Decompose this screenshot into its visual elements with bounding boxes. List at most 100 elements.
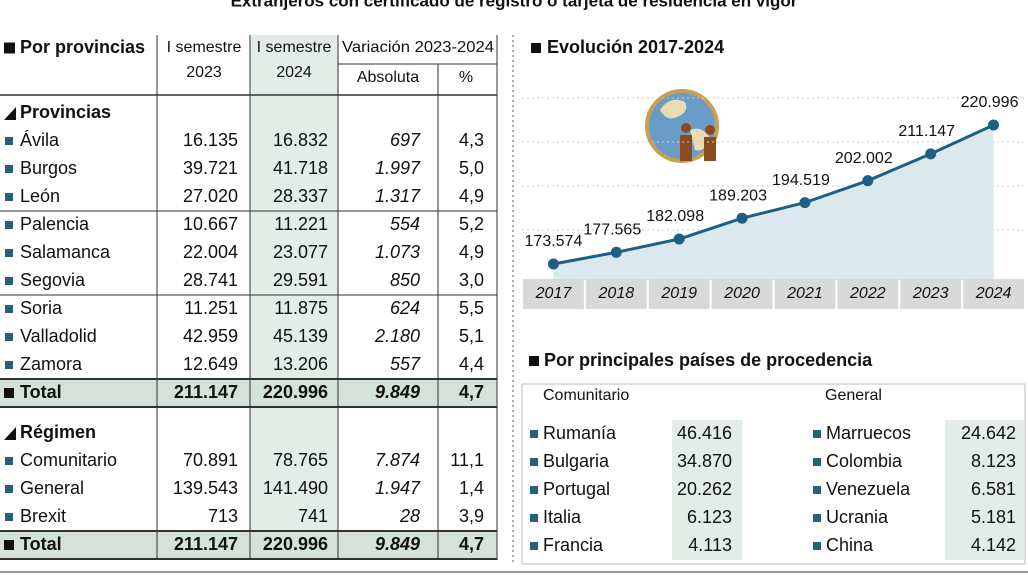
- bullet: [530, 542, 538, 550]
- column-header: 2023: [186, 64, 222, 81]
- column-header: I semestre: [167, 39, 242, 56]
- total-band: [0, 531, 497, 559]
- shade-column: [250, 35, 338, 560]
- value-label: 211.147: [898, 123, 955, 140]
- shade-column: [672, 420, 742, 560]
- cell: 22.004: [183, 242, 238, 262]
- cell: 5,0: [459, 158, 484, 178]
- row-label: Total: [20, 382, 62, 402]
- point: [673, 233, 685, 245]
- page-title: Extranjeros con certificado de registro …: [231, 0, 798, 10]
- cell: 2.180: [374, 326, 420, 346]
- bullet: [530, 514, 538, 522]
- bullet: [530, 486, 538, 494]
- cell: 11.221: [274, 214, 328, 234]
- value-label: 194.519: [772, 172, 830, 189]
- row-label: General: [20, 478, 84, 498]
- cell: 1.317: [375, 186, 421, 206]
- column-header: I semestre: [257, 39, 332, 56]
- column-header: Variación 2023-2024: [342, 39, 494, 56]
- bullet: [531, 43, 541, 53]
- bullet: [530, 458, 538, 466]
- cell: 45.139: [273, 326, 328, 346]
- cell: 5,5: [459, 298, 484, 318]
- cell: 4,3: [459, 130, 484, 150]
- row-label: León: [20, 186, 60, 206]
- point: [925, 148, 937, 160]
- cell: 4,7: [459, 382, 484, 402]
- bullet: [5, 361, 13, 369]
- point: [988, 119, 1000, 131]
- cell: 70.891: [183, 450, 238, 470]
- bullet: [813, 458, 821, 466]
- value-label: 189.203: [709, 187, 767, 204]
- bullet: [529, 356, 539, 366]
- country-value: 4.113: [688, 535, 732, 555]
- bullet: [813, 542, 821, 550]
- value-label: 220.996: [961, 94, 1019, 111]
- bullet: [5, 277, 13, 285]
- table-title: Por provincias: [20, 37, 145, 57]
- country: Venezuela: [826, 479, 911, 499]
- row-label: Zamora: [20, 354, 83, 374]
- country-value: 20.262: [677, 479, 732, 499]
- cell: 41.718: [273, 158, 328, 178]
- cell: 220.996: [263, 534, 328, 554]
- country-value: 5.181: [971, 507, 1016, 527]
- bullet: [5, 249, 13, 257]
- cell: 27.020: [183, 186, 238, 206]
- cell: 16.832: [273, 130, 328, 150]
- bullet: [5, 137, 13, 145]
- cell: 4,7: [459, 534, 484, 554]
- country-value: 34.870: [677, 451, 732, 471]
- cell: 624: [390, 298, 420, 318]
- country-value: 46.416: [677, 423, 732, 443]
- point: [736, 212, 748, 224]
- x-tick-label: 2024: [975, 285, 1012, 302]
- bullet: [5, 305, 13, 313]
- column-header: %: [459, 69, 473, 86]
- country: Francia: [543, 535, 604, 555]
- year-cell: [774, 279, 836, 309]
- row-label: Salamanca: [20, 242, 111, 262]
- total-band: [0, 379, 497, 407]
- country-value: 6.123: [687, 507, 732, 527]
- x-tick-label: 2019: [660, 285, 697, 302]
- year-cell: [711, 279, 773, 309]
- year-cell: [963, 279, 1024, 309]
- country-value: 8.123: [971, 451, 1016, 471]
- section-marker: [4, 427, 16, 440]
- cell: 28.337: [273, 186, 328, 206]
- country: Colombia: [826, 451, 903, 471]
- cell: 13.206: [273, 354, 328, 374]
- x-tick-label: 2017: [535, 285, 573, 302]
- value-label: 202.002: [835, 150, 893, 167]
- row-label: Burgos: [20, 158, 77, 178]
- country-box: [521, 383, 1026, 565]
- row-label: Brexit: [20, 506, 66, 526]
- cell: 1.073: [375, 242, 420, 262]
- cell: 12.649: [183, 354, 238, 374]
- bullet: [4, 540, 14, 550]
- section-title: Por principales países de procedencia: [544, 350, 873, 370]
- value-label: 177.565: [583, 222, 641, 239]
- cell: 554: [390, 214, 420, 234]
- year-cell: [648, 279, 710, 309]
- cell: 9.849: [375, 534, 420, 554]
- bullet: [5, 221, 13, 229]
- bullet: [813, 486, 821, 494]
- cell: 141.490: [263, 478, 328, 498]
- cell: 697: [390, 130, 421, 150]
- chart-title: Evolución 2017-2024: [547, 37, 724, 57]
- cell: 5,2: [459, 214, 484, 234]
- cell: 3,9: [459, 506, 484, 526]
- cell: 16.135: [183, 130, 238, 150]
- cell: 78.765: [273, 450, 328, 470]
- country-value: 6.581: [971, 479, 1016, 499]
- bullet: [530, 430, 538, 438]
- country: Italia: [543, 507, 582, 527]
- row-label: Comunitario: [20, 450, 117, 470]
- cell: 211.147: [174, 382, 238, 402]
- section-label: Régimen: [20, 422, 96, 442]
